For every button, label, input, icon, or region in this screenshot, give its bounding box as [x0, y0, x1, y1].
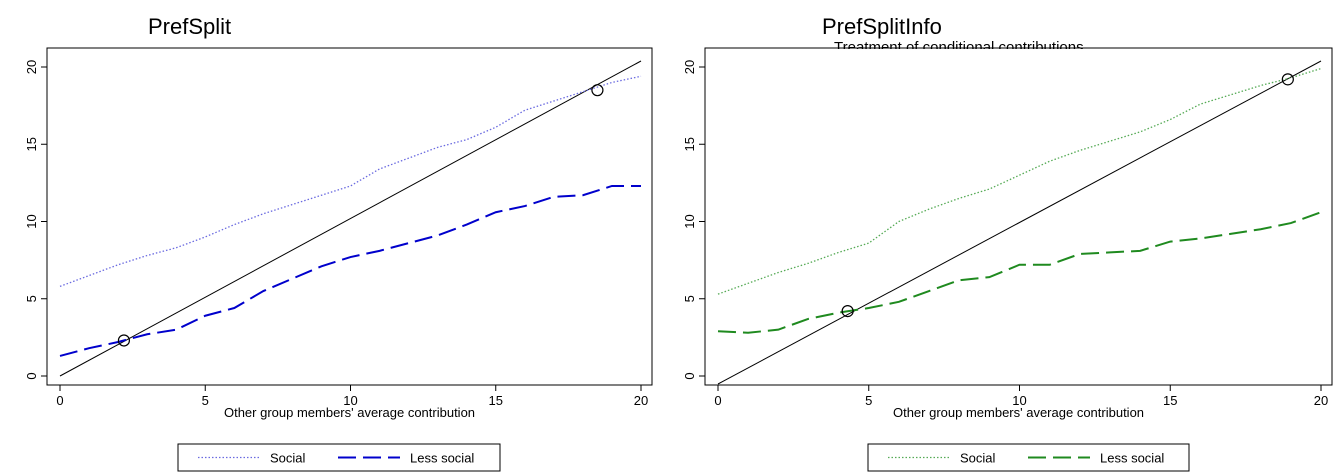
y-tick-label: 15 — [682, 137, 697, 151]
y-tick-label: 10 — [24, 214, 39, 228]
y-tick-label: 5 — [24, 295, 39, 302]
x-tick-label: 0 — [56, 393, 63, 408]
x-axis-label: Other group members' average contributio… — [893, 405, 1144, 420]
chart-title: PrefSplit — [148, 14, 232, 39]
series-line-social — [717, 67, 1322, 295]
intersection-marker — [591, 84, 604, 97]
chart-title: PrefSplitInfo — [822, 14, 942, 39]
y-tick-label: 20 — [24, 60, 39, 74]
x-tick-label: 20 — [634, 393, 648, 408]
y-tick-label: 5 — [682, 295, 697, 302]
x-tick-label: 20 — [1314, 393, 1328, 408]
legend: Social Less social — [177, 443, 501, 472]
x-tick-label: 10 — [1012, 393, 1026, 408]
legend-label: Less social — [1100, 451, 1164, 466]
reference-line-45deg — [717, 60, 1322, 385]
line-chart-prefsplit: 0 5 10 15 20 0 5 10 15 20 Other group members' ave… — [24, 47, 653, 472]
x-tick-label: 0 — [714, 393, 721, 408]
y-tick-label: 15 — [24, 137, 39, 151]
y-tick-label: 10 — [682, 214, 697, 228]
x-tick-label: 10 — [343, 393, 357, 408]
chart-panel-prefsplit: PrefSplit 0 5 10 15 20 0 5 10 15 20 Other group me… — [24, 14, 653, 472]
legend-label: Less social — [410, 451, 474, 466]
series-line-social — [59, 75, 642, 287]
x-tick-label: 15 — [489, 393, 503, 408]
x-tick-label: 5 — [202, 393, 209, 408]
legend-label: Social — [960, 451, 996, 466]
intersection-marker — [1281, 73, 1294, 86]
chart-subtitle: Treatment of conditional contributions — [834, 39, 1084, 49]
series-line-less-social — [717, 211, 1322, 334]
line-chart-prefsplitinfo: 0 5 10 15 20 0 5 10 15 20 Other group members' ave… — [682, 47, 1333, 472]
x-tick-label: 5 — [865, 393, 872, 408]
x-axis-label: Other group members' average contributio… — [224, 405, 475, 420]
legend-label: Social — [270, 451, 306, 466]
legend: Social Less social — [867, 443, 1190, 472]
plot-frame — [704, 47, 1333, 386]
series-line-less-social — [59, 184, 641, 357]
intersection-marker — [117, 334, 131, 347]
plot-frame — [46, 47, 653, 386]
y-tick-label: 20 — [682, 60, 697, 74]
chart-panel-prefsplitinfo: PrefSplitInfo Treatment of conditional c… — [672, 0, 1343, 475]
reference-line-45deg — [59, 60, 642, 377]
intersection-marker — [841, 305, 854, 318]
x-tick-label: 15 — [1163, 393, 1177, 408]
y-tick-label: 0 — [24, 372, 39, 379]
y-tick-label: 0 — [682, 372, 697, 379]
